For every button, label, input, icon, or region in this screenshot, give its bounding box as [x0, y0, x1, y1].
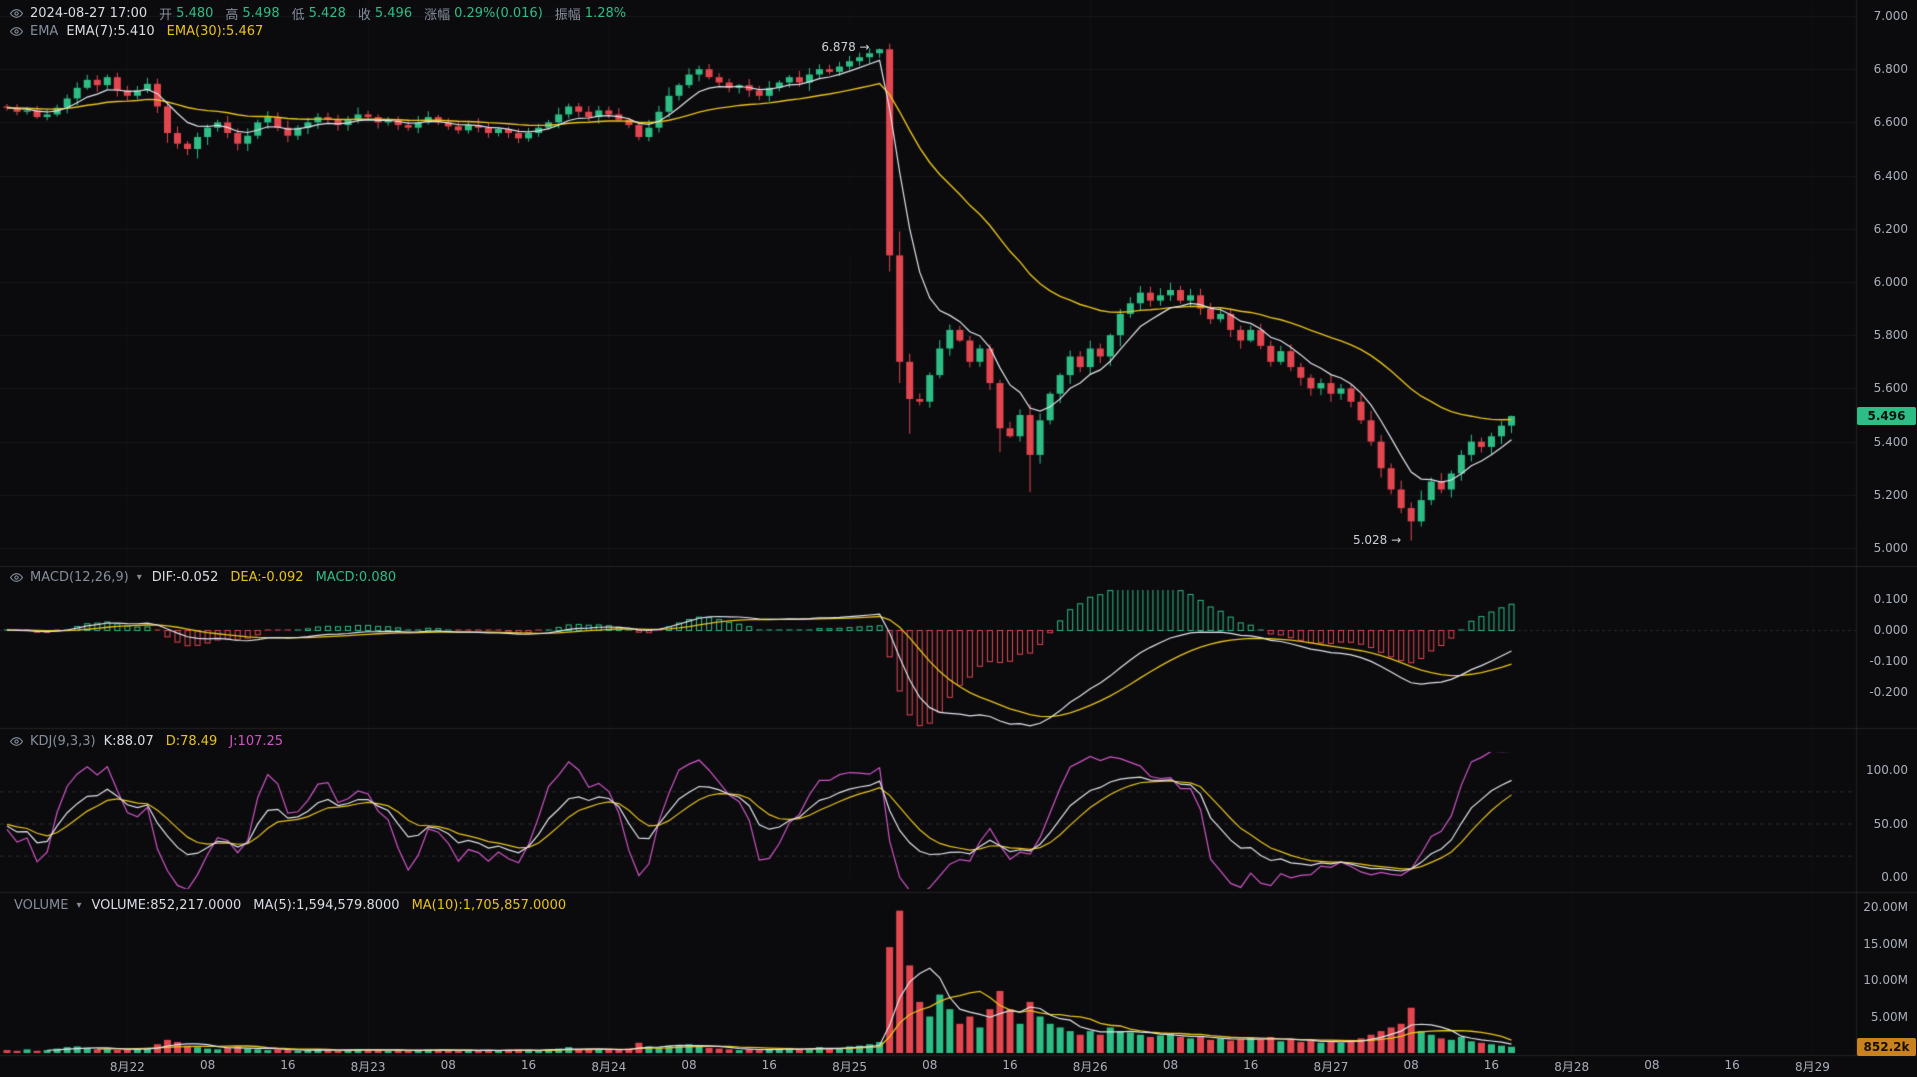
macd-indicator-name[interactable]: MACD(12,26,9) — [30, 570, 129, 585]
volume-ma5-value: MA(5):1,594,579.8000 — [253, 898, 400, 913]
x-axis-label: 8月25 — [832, 1060, 867, 1074]
time-axis[interactable]: 8月22 08 16 8月23 08 16 8月24 08 16 8月25 08 16 8月26 08 16… — [0, 1056, 1856, 1077]
macd-dif-value: DIF:-0.052 — [151, 570, 219, 585]
low-annotation: 5.028 → — [1352, 532, 1402, 547]
volume-header: VOLUME ▾ VOLUME:852,217.0000 MA(5):1,594… — [14, 898, 578, 913]
x-axis-label: 16 — [1002, 1058, 1018, 1072]
x-axis-label: 08 — [1403, 1058, 1419, 1072]
y-axis-label: 7.000 — [1873, 9, 1908, 23]
volume-ma10-value: MA(10):1,705,857.0000 — [411, 898, 567, 913]
macd-dea-value: DEA:-0.092 — [230, 570, 304, 585]
ema-header: EMA EMA(7):5.410 EMA(30):5.467 — [9, 24, 275, 39]
macd-hist-value: MACD:0.080 — [315, 570, 397, 585]
x-axis-label: 08 — [681, 1058, 697, 1072]
ema-indicator-name[interactable]: EMA — [30, 24, 59, 39]
change-label: 涨幅 — [424, 8, 451, 23]
amplitude-value: 1.28% — [584, 6, 627, 21]
y-axis-label: 6.200 — [1873, 221, 1908, 236]
y-axis-label: 6.400 — [1873, 168, 1908, 183]
last-volume-tag: 852.2k — [1857, 1037, 1916, 1056]
x-axis-label: 8月23 — [350, 1060, 386, 1074]
x-axis-label: 16 — [520, 1058, 537, 1072]
open-value: 5.480 — [176, 6, 214, 21]
x-axis-label: 16 — [1724, 1058, 1740, 1072]
x-axis-label: 8月24 — [591, 1060, 627, 1074]
y-axis-label: 5.800 — [1873, 328, 1908, 343]
kdj-indicator-name[interactable]: KDJ(9,3,3) — [30, 734, 96, 749]
close-value: 5.496 — [374, 6, 413, 21]
macd-eye-icon[interactable] — [9, 571, 24, 584]
kdj-k-value: K:88.07 — [103, 734, 154, 749]
low-value: 5.428 — [308, 6, 346, 21]
y-axis-label: -0.100 — [1869, 654, 1908, 669]
volume-value: VOLUME:852,217.0000 — [91, 898, 242, 913]
y-axis-label: 5.200 — [1873, 487, 1908, 502]
volume-indicator-name[interactable]: VOLUME — [14, 898, 69, 913]
volume-dropdown-icon[interactable]: ▾ — [76, 900, 82, 911]
y-axis-label: 50.00 — [1873, 816, 1908, 831]
y-axis-label: 5.000 — [1873, 541, 1908, 555]
macd-header: MACD(12,26,9) ▾ DIF:-0.052 DEA:-0.092 MA… — [9, 570, 408, 585]
y-axis-label: 5.00M — [1870, 1009, 1908, 1024]
x-axis-label: 8月22 — [109, 1060, 145, 1074]
y-axis-label: 10.00M — [1863, 973, 1908, 987]
ohlc-info-bar: 2024-08-27 17:00 开 5.480 高 5.498 低 5.428… — [9, 4, 638, 23]
x-axis-label: 16 — [1483, 1058, 1500, 1072]
y-axis-label: 6.800 — [1873, 62, 1908, 77]
x-axis-label: 16 — [761, 1058, 777, 1072]
ema-eye-icon[interactable] — [9, 25, 24, 38]
x-axis-label: 08 — [1162, 1058, 1179, 1072]
high-value: 5.498 — [242, 6, 280, 21]
y-axis-label: 5.400 — [1873, 434, 1908, 449]
y-axis-label: 6.600 — [1873, 115, 1908, 130]
kdj-header: KDJ(9,3,3) K:88.07 D:78.49 J:107.25 — [9, 734, 295, 749]
x-axis-label: 08 — [199, 1058, 216, 1072]
high-annotation: 6.878 → — [821, 40, 870, 55]
y-axis-label: -0.200 — [1869, 685, 1908, 700]
price-axis[interactable]: 7.000 6.800 6.600 6.400 6.200 6.000 5.800 5.600… — [1858, 0, 1908, 1077]
y-axis-label: 0.100 — [1873, 591, 1908, 606]
x-axis-label: 8月27 — [1313, 1060, 1349, 1074]
y-axis-label: 6.000 — [1873, 275, 1908, 289]
amplitude-label: 振幅 — [554, 8, 581, 23]
last-price-tag: 5.496 — [1857, 407, 1916, 426]
x-axis-label: 8月26 — [1072, 1060, 1108, 1074]
open-label: 开 — [159, 8, 173, 23]
low-label: 低 — [291, 8, 305, 23]
y-axis-label: 20.00M — [1863, 900, 1908, 914]
kdj-d-value: D:78.49 — [165, 734, 218, 749]
ema30-value: EMA(30):5.467 — [166, 24, 264, 39]
ema7-value: EMA(7):5.410 — [66, 24, 155, 39]
x-axis-label: 08 — [922, 1058, 938, 1072]
x-axis-label: 16 — [280, 1058, 296, 1072]
chart-eye-icon[interactable] — [9, 7, 24, 20]
y-axis-label: 100.00 — [1866, 763, 1908, 777]
x-axis-label: 8月28 — [1554, 1060, 1590, 1074]
x-axis-label: 16 — [1243, 1058, 1259, 1072]
x-axis-label: 8月29 — [1794, 1060, 1830, 1074]
kdj-eye-icon[interactable] — [9, 735, 24, 748]
x-axis-label: 08 — [440, 1058, 456, 1072]
kdj-j-value: J:107.25 — [229, 734, 284, 749]
close-label: 收 — [357, 8, 371, 23]
x-axis-label: 08 — [1644, 1058, 1660, 1072]
candle-datetime: 2024-08-27 17:00 — [30, 6, 148, 21]
y-axis-label: 5.600 — [1873, 381, 1908, 396]
y-axis-label: 0.00 — [1881, 870, 1908, 884]
y-axis-label: 0.000 — [1873, 623, 1908, 637]
change-value: 0.29%(0.016) — [454, 6, 543, 21]
macd-dropdown-icon[interactable]: ▾ — [136, 572, 142, 583]
high-label: 高 — [225, 8, 239, 23]
y-axis-label: 15.00M — [1863, 936, 1908, 951]
